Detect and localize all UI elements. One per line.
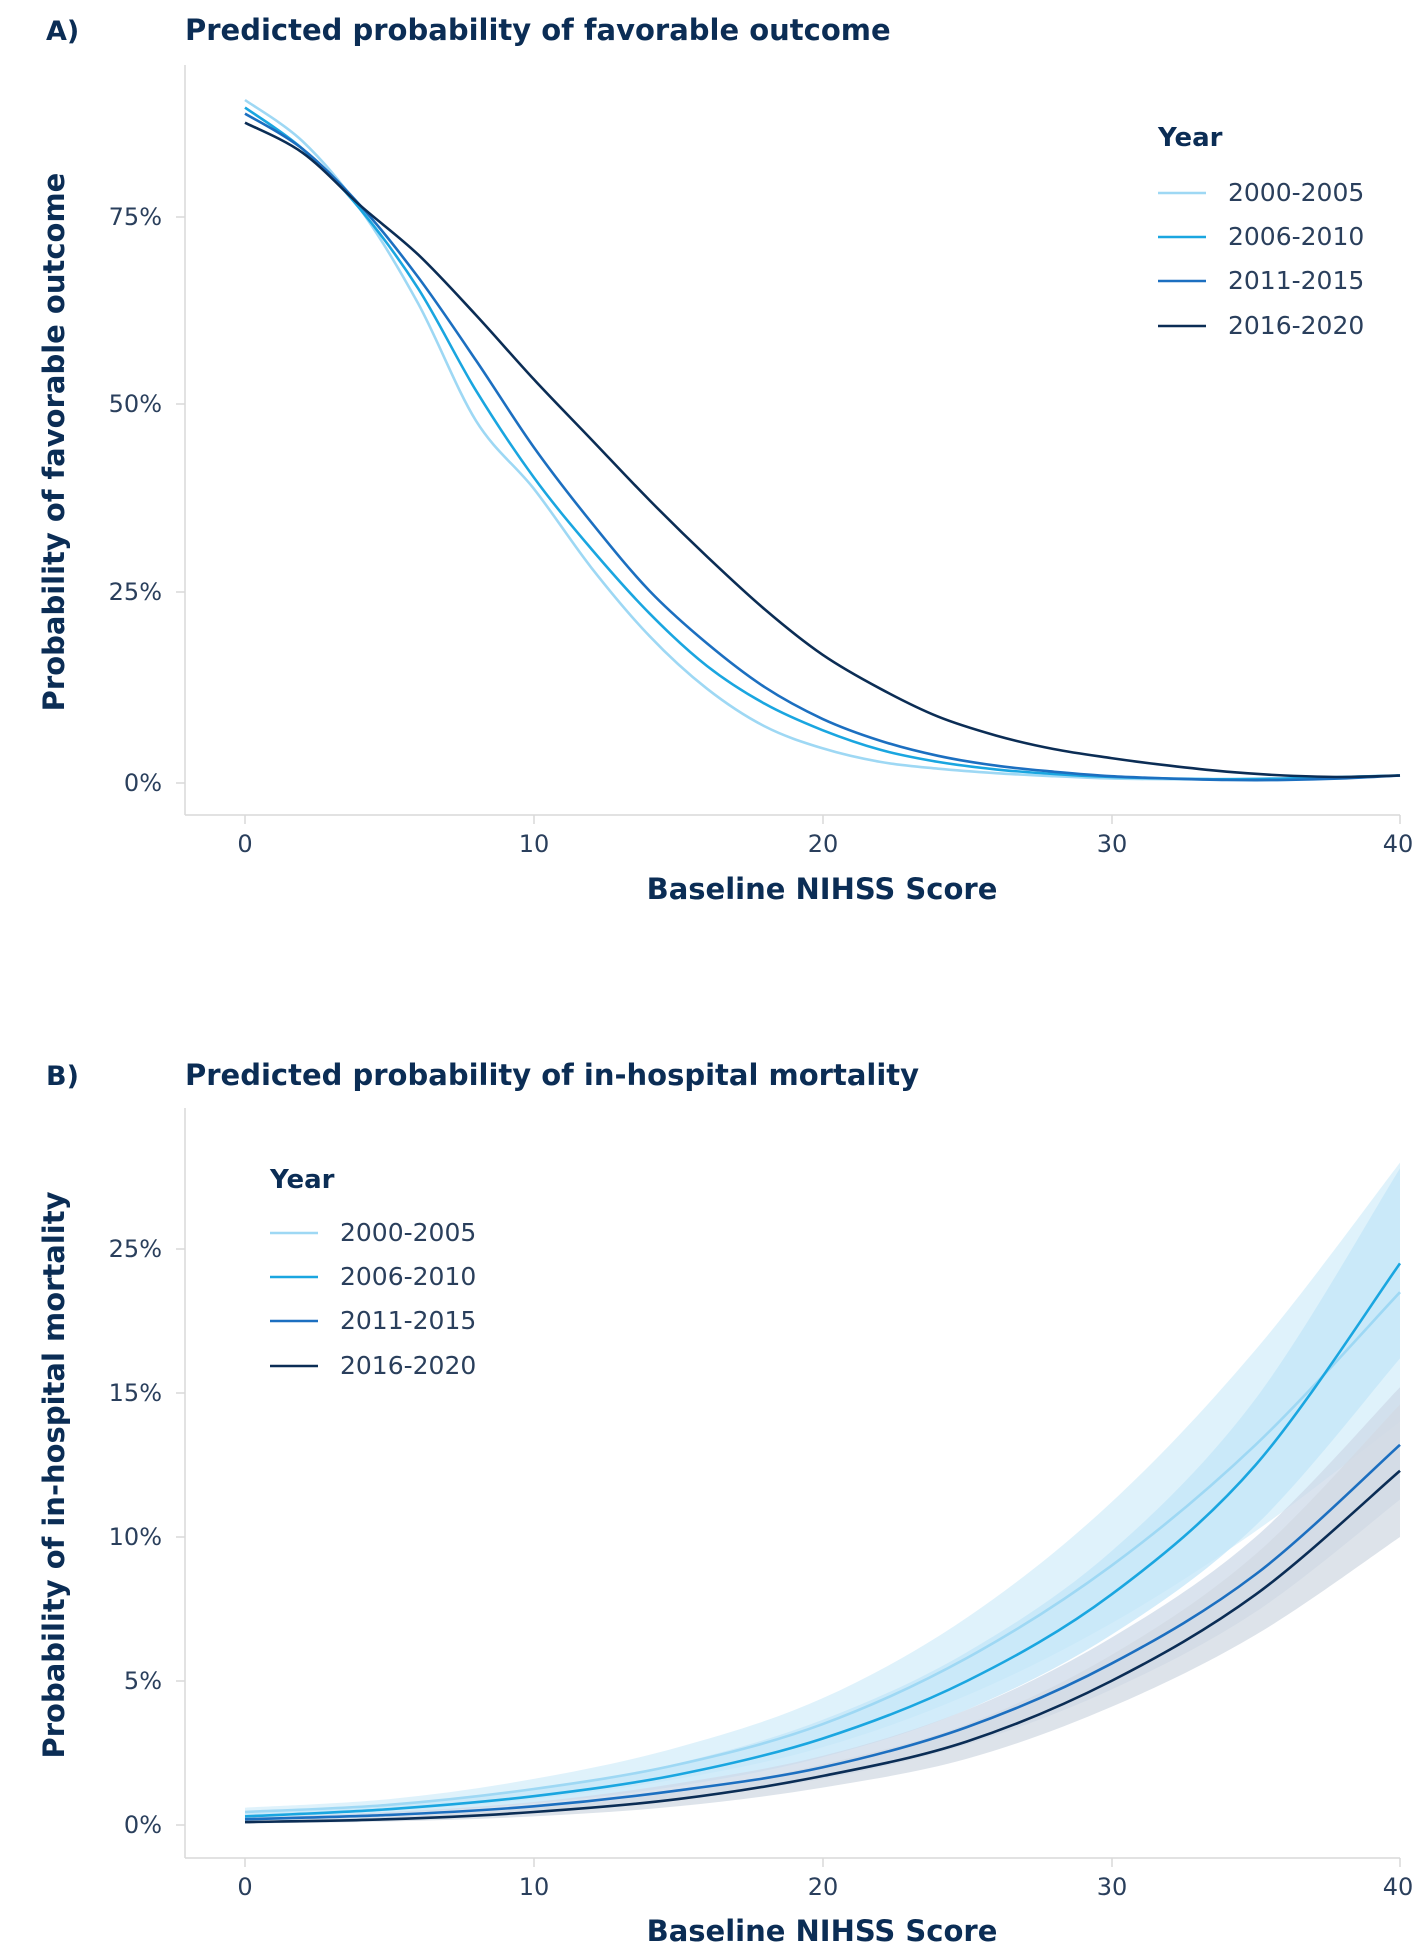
panel-b-series-line-2006-2010 xyxy=(244,1262,1402,1818)
panel-b-y-tick-label: 5% xyxy=(124,1667,162,1695)
panel-a-x-tick-label: 30 xyxy=(1097,830,1128,858)
panel-a-x-tick-label: 40 xyxy=(1383,830,1414,858)
panel-a-x-tick-label: 10 xyxy=(519,830,550,858)
panel-a-y-axis-title: Probability of favorable outcome xyxy=(37,173,71,712)
panel-b-y-ticks: 0% 5% 10% 15% 25% xyxy=(109,1235,185,1839)
panel-b-x-tick-label: 20 xyxy=(808,1873,839,1901)
panel-b-title: Predicted probability of in-hospital mor… xyxy=(185,1058,919,1092)
panel-b-y-tick-label: 15% xyxy=(109,1379,162,1407)
panel-b-y-tick-label: 25% xyxy=(109,1235,162,1263)
panel-a-legend-label: 2011-2015 xyxy=(1228,266,1364,295)
panel-a-series-line-2006-2010 xyxy=(244,106,1401,781)
panel-b-in-hospital-mortality: B) Predicted probability of in-hospital … xyxy=(37,1058,1413,1948)
panel-a-x-ticks: 0 10 20 30 40 xyxy=(237,815,1413,858)
panel-a-favorable-outcome: A) Predicted probability of favorable ou… xyxy=(37,13,1413,906)
panel-a-series-line-2000-2005 xyxy=(244,98,1401,781)
panel-a-legend-label: 2016-2020 xyxy=(1228,311,1364,340)
panel-a-y-tick-label: 25% xyxy=(109,578,162,606)
panel-a-y-tick-label: 0% xyxy=(124,769,162,797)
panel-b-label: B) xyxy=(46,1061,79,1092)
panel-a-y-tick-label: 75% xyxy=(109,203,162,231)
panel-b-series-line-2016-2020 xyxy=(244,1469,1401,1824)
panel-b-legend-label: 2006-2010 xyxy=(340,1262,476,1291)
panel-b-x-ticks: 0 10 20 30 40 xyxy=(237,1858,1413,1901)
panel-a-legend-label: 2000-2005 xyxy=(1228,178,1364,207)
panel-b-legend: Year 2000-2005 2006-2010 2011-2015 2016-… xyxy=(269,1165,476,1380)
panel-a-label: A) xyxy=(46,16,79,47)
panel-b-legend-label: 2000-2005 xyxy=(340,1218,476,1247)
panel-b-legend-label: 2016-2020 xyxy=(340,1351,476,1380)
panel-a-x-axis-title: Baseline NIHSS Score xyxy=(647,872,998,906)
panel-b-y-tick-label: 0% xyxy=(124,1811,162,1839)
panel-a-legend-label: 2006-2010 xyxy=(1228,222,1364,251)
panel-b-series-line-2000-2005 xyxy=(244,1291,1401,1814)
panel-a-legend: Year 2000-2005 2006-2010 2011-2015 2016-… xyxy=(1157,123,1364,340)
panel-b-legend-label: 2011-2015 xyxy=(340,1306,476,1335)
panel-a-x-tick-label: 20 xyxy=(808,830,839,858)
panel-b-x-axis-title: Baseline NIHSS Score xyxy=(647,1914,998,1948)
panel-b-series-lines xyxy=(244,1262,1402,1824)
panel-a-y-ticks: 0% 25% 50% 75% xyxy=(109,203,185,797)
panel-b-confidence-band-2011-2015 xyxy=(245,1387,1400,1821)
panel-b-x-tick-label: 10 xyxy=(519,1873,550,1901)
panel-a-series-line-2011-2015 xyxy=(244,112,1401,782)
panel-b-x-tick-label: 30 xyxy=(1097,1873,1128,1901)
panel-a-x-tick-label: 0 xyxy=(237,830,252,858)
panel-a-series-line-2016-2020 xyxy=(244,121,1401,779)
panel-b-legend-title: Year xyxy=(269,1165,335,1195)
panel-b-y-tick-label: 10% xyxy=(109,1523,162,1551)
panel-a-legend-title: Year xyxy=(1157,123,1223,153)
panel-b-y-axis-title: Probability of in-hospital mortality xyxy=(37,1191,71,1758)
panel-a-series-lines xyxy=(244,98,1401,782)
panel-b-x-tick-label: 0 xyxy=(237,1873,252,1901)
panel-b-x-tick-label: 40 xyxy=(1383,1873,1414,1901)
panel-b-series-line-2011-2015 xyxy=(244,1443,1401,1821)
panel-a-y-tick-label: 50% xyxy=(109,390,162,418)
panel-a-title: Predicted probability of favorable outco… xyxy=(185,13,891,47)
panel-b-confidence-band-2000-2005 xyxy=(245,1162,1400,1817)
panel-b-confidence-bands xyxy=(245,1162,1400,1824)
